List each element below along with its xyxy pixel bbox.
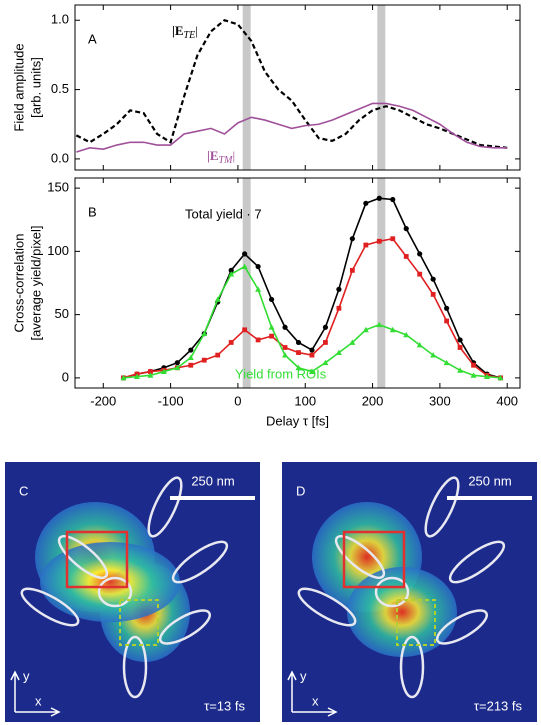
series-label: |ETE| — [172, 23, 198, 41]
data-point — [363, 243, 368, 248]
delay-label: τ=213 fs — [474, 698, 523, 713]
plot-frame — [75, 5, 520, 170]
y-tick-label: 0 — [62, 369, 69, 384]
data-point — [188, 363, 193, 368]
data-point — [458, 345, 463, 350]
y-axis-label: [average yield/pixel] — [28, 226, 43, 341]
highlight-band — [243, 5, 251, 170]
data-point — [269, 297, 274, 302]
data-point — [444, 306, 449, 311]
highlight-band — [377, 5, 385, 170]
axis-y-label: y — [23, 668, 30, 683]
x-tick-label: -100 — [158, 393, 184, 408]
label-part: |E — [207, 148, 219, 163]
data-point — [269, 334, 274, 339]
data-point — [202, 358, 207, 363]
data-point — [323, 340, 328, 345]
y-tick-label: 0.5 — [51, 81, 69, 96]
data-point — [309, 347, 314, 352]
x-tick-label: 400 — [496, 393, 518, 408]
data-point — [336, 287, 341, 292]
x-tick-label: -200 — [90, 393, 116, 408]
data-point — [350, 236, 355, 241]
data-point — [242, 251, 247, 256]
scale-label: 250 nm — [468, 473, 511, 488]
data-point — [431, 277, 436, 282]
data-point — [404, 226, 409, 231]
x-tick-label: 200 — [362, 393, 384, 408]
data-point — [390, 197, 395, 202]
label-part: TM — [219, 155, 234, 166]
data-point — [310, 353, 315, 358]
label-part: |E — [172, 23, 184, 38]
data-point — [363, 201, 368, 206]
data-point — [175, 360, 180, 365]
y-tick-label: 1.0 — [51, 12, 69, 27]
data-point — [377, 239, 382, 244]
data-point — [350, 268, 355, 273]
series-line — [76, 103, 507, 152]
label-part: | — [232, 148, 235, 163]
data-point — [256, 338, 261, 343]
highlight-band — [377, 178, 385, 388]
plot-frame — [75, 178, 520, 388]
data-point — [390, 236, 395, 241]
x-axis-label: Delay τ [fs] — [266, 413, 329, 428]
y-tick-label: 100 — [47, 243, 69, 258]
data-point — [188, 347, 193, 352]
data-point — [377, 196, 382, 201]
data-point — [242, 327, 247, 332]
data-point — [417, 251, 422, 256]
data-point — [431, 292, 436, 297]
data-point — [471, 363, 476, 368]
series-label: Yield from ROIs — [235, 366, 327, 381]
data-point — [296, 340, 301, 345]
data-point — [323, 325, 328, 330]
series-label: |ETM| — [207, 148, 235, 166]
label-part: TE — [184, 30, 196, 41]
series-label: Total yield · 7 — [185, 206, 262, 221]
x-tick-label: 300 — [429, 393, 451, 408]
panel-label: B — [88, 204, 97, 219]
data-point — [256, 264, 261, 269]
panel-label: D — [296, 483, 305, 498]
data-point — [215, 353, 220, 358]
x-tick-label: 100 — [294, 393, 316, 408]
axis-x-label: x — [35, 693, 42, 708]
axis-x-label: x — [312, 693, 319, 708]
data-point — [269, 324, 275, 329]
figure: 0.00.51.0Field amplitude[arb. units]A|ET… — [0, 0, 541, 725]
scale-label: 250 nm — [191, 473, 234, 488]
data-point — [282, 325, 287, 330]
data-point — [457, 337, 462, 342]
y-axis-label: [arb. units] — [28, 57, 43, 118]
data-point — [404, 254, 409, 259]
data-point — [296, 350, 301, 355]
y-tick-label: 50 — [55, 306, 69, 321]
y-axis-label: Cross-correlation — [11, 234, 26, 333]
x-tick-label: 0 — [234, 393, 241, 408]
label-part: | — [195, 23, 198, 38]
y-tick-label: 0.0 — [51, 150, 69, 165]
y-tick-label: 150 — [47, 180, 69, 195]
data-point — [229, 340, 234, 345]
data-point — [282, 352, 288, 357]
y-axis-label: Field amplitude — [11, 43, 26, 131]
data-point — [283, 345, 288, 350]
delay-label: τ=13 fs — [204, 698, 245, 713]
panel-label: A — [88, 31, 97, 46]
intensity-blob — [40, 542, 180, 622]
data-point — [337, 306, 342, 311]
panel-label: C — [19, 483, 28, 498]
data-point — [417, 272, 422, 277]
data-point — [444, 319, 449, 324]
axis-y-label: y — [300, 668, 307, 683]
